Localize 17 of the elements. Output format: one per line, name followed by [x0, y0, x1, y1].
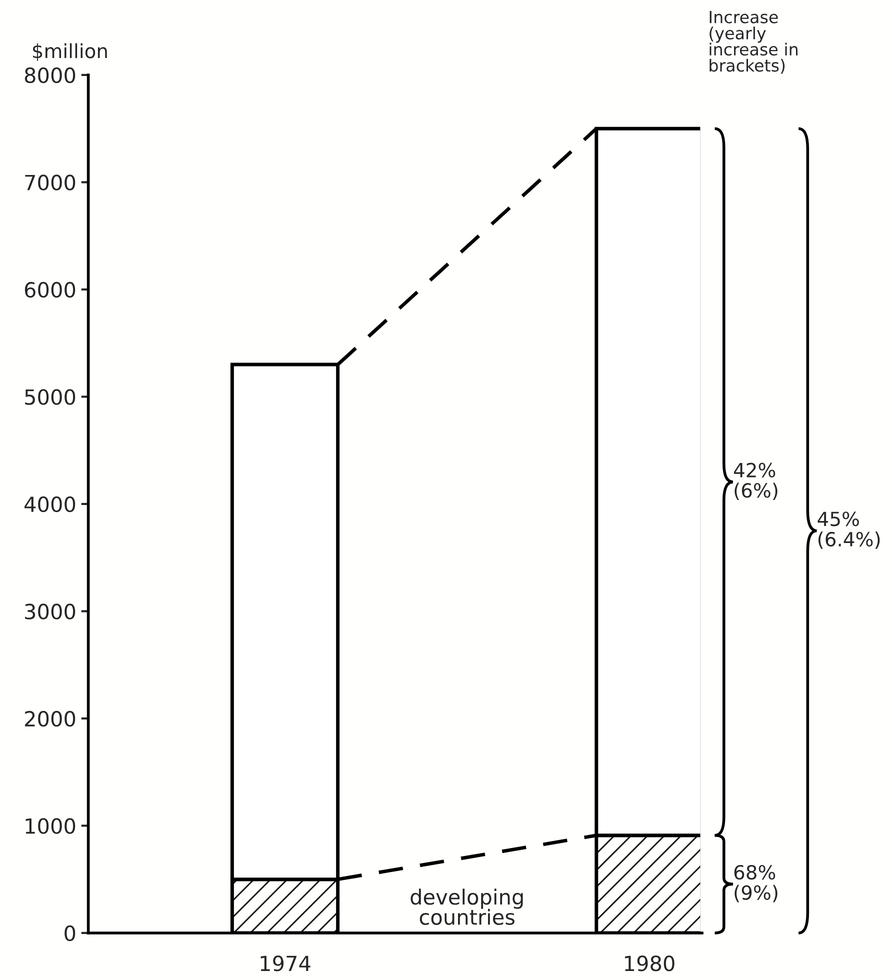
y-tick-label: 7000 [25, 174, 76, 190]
text: 42% (6%) [734, 462, 778, 500]
y-tick-label: 2000 [25, 710, 76, 727]
y-tick-label: 6000 [24, 282, 76, 298]
y-tick-label: 5000 [25, 389, 76, 405]
x-tick-label: 1974 [260, 956, 310, 972]
text: 45% (6.4%) [818, 512, 880, 549]
y-tick-label: 1000 [26, 818, 76, 834]
x-tick-label: 1980 [625, 956, 674, 972]
y-tick-label: 8000 [24, 67, 76, 84]
y-tick-label: 3000 [25, 604, 76, 620]
text: Increase (yearly increase in brackets) [710, 10, 798, 74]
text: developing countries [410, 888, 523, 925]
y-axis-title: $million [32, 43, 107, 61]
y-tick-label: 4000 [24, 496, 76, 512]
y-tick-label: 0 [64, 925, 76, 942]
text: 68% (9%) [734, 864, 778, 902]
